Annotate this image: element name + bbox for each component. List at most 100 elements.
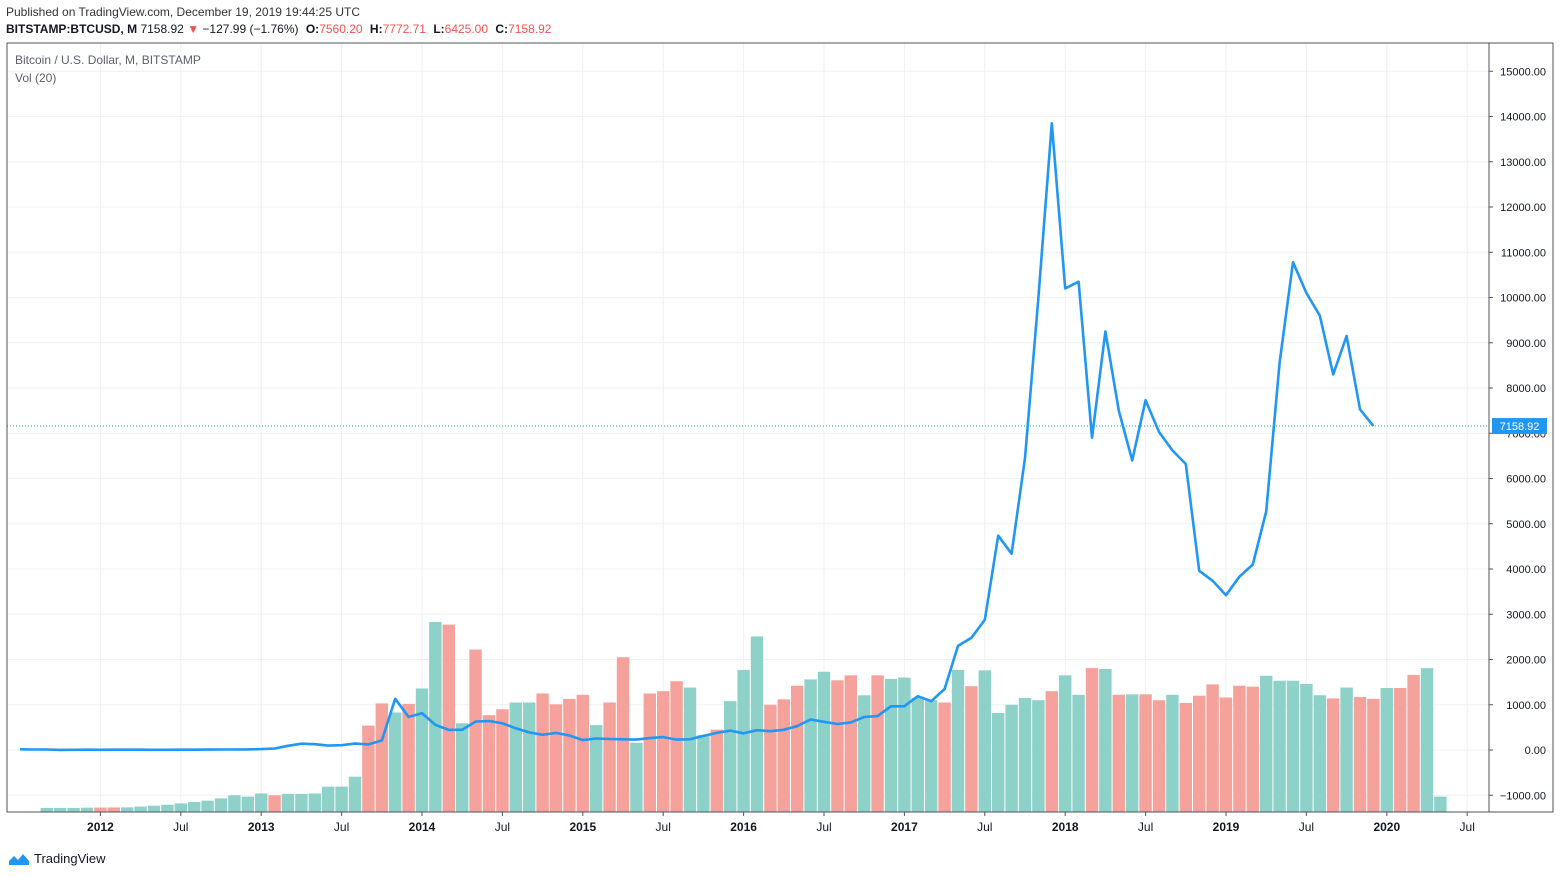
volume-bar bbox=[616, 657, 630, 812]
volume-bar bbox=[965, 686, 978, 812]
volume-bar bbox=[1059, 675, 1072, 812]
volume-bar bbox=[951, 669, 965, 812]
chart-frame bbox=[6, 42, 1554, 813]
low-value: 6425.00 bbox=[444, 22, 489, 36]
volume-bar bbox=[335, 786, 348, 812]
ohlc-bar: BITSTAMP:BTCUSD, M 7158.92 ▼ −127.99 (−1… bbox=[6, 22, 551, 36]
volume-bar bbox=[1032, 700, 1045, 812]
volume-bar bbox=[295, 793, 308, 812]
volume-bar bbox=[1018, 697, 1032, 812]
volume-bar bbox=[322, 786, 335, 812]
volume-bar bbox=[54, 807, 67, 812]
volume-bar bbox=[268, 795, 281, 812]
volume-bar bbox=[1300, 683, 1313, 812]
volume-bar bbox=[496, 709, 509, 812]
volume-bar bbox=[94, 807, 107, 812]
volume-bar bbox=[683, 687, 697, 812]
volume-bar bbox=[469, 649, 482, 812]
volume-bar bbox=[134, 806, 147, 812]
close-value: 7158.92 bbox=[508, 22, 552, 36]
volume-bar bbox=[871, 675, 884, 812]
volume-bar bbox=[1139, 694, 1152, 812]
volume-bar bbox=[201, 800, 214, 812]
volume-bar bbox=[1233, 685, 1246, 812]
volume-bar bbox=[161, 804, 174, 812]
volume-bar bbox=[1394, 688, 1407, 812]
price-tick-label: 14000.00 bbox=[1500, 112, 1546, 124]
volume-bar bbox=[1434, 796, 1447, 812]
volume-bar bbox=[1206, 684, 1219, 812]
volume-bar bbox=[482, 715, 496, 812]
last-price-tag-label: 7158.92 bbox=[1500, 421, 1540, 433]
price-tick-label: 2000.00 bbox=[1506, 655, 1546, 667]
volume-bar bbox=[804, 679, 817, 812]
time-tick-label: 2018 bbox=[1052, 820, 1079, 834]
volume-bar bbox=[992, 712, 1005, 812]
volume-bar bbox=[442, 624, 455, 812]
volume-bar bbox=[1286, 680, 1300, 812]
price-tick-label: 15000.00 bbox=[1500, 66, 1546, 78]
tradingview-brand: TradingView bbox=[34, 851, 106, 866]
tradingview-logo[interactable]: TradingView bbox=[8, 851, 106, 866]
volume-bar bbox=[1407, 674, 1420, 812]
change-value: −127.99 (−1.76%) bbox=[202, 22, 299, 36]
volume-bar bbox=[750, 636, 764, 812]
volume-bar bbox=[911, 697, 924, 812]
volume-bar bbox=[509, 702, 522, 812]
volume-bar bbox=[1005, 704, 1018, 812]
volume-bar bbox=[590, 725, 603, 812]
time-tick-label: 2016 bbox=[730, 820, 757, 834]
symbol-label[interactable]: BITSTAMP:BTCUSD, M bbox=[6, 22, 138, 36]
volume-bar bbox=[147, 805, 161, 812]
volume-bar bbox=[228, 795, 241, 812]
volume-bar bbox=[549, 704, 563, 812]
volume-bar bbox=[188, 802, 201, 812]
price-tick-label: 9000.00 bbox=[1506, 338, 1546, 350]
price-tick-label: 10000.00 bbox=[1500, 293, 1546, 305]
volume-bar bbox=[697, 735, 710, 812]
time-tick-label: Jul bbox=[656, 820, 671, 834]
volume-bar bbox=[925, 700, 938, 812]
volume-bar bbox=[844, 675, 857, 812]
down-arrow-icon: ▼ bbox=[187, 22, 200, 36]
price-tick-label: 4000.00 bbox=[1506, 564, 1546, 576]
volume-legend: Vol (20) bbox=[15, 71, 57, 85]
volume-bar bbox=[348, 776, 362, 812]
price-tick-label: 8000.00 bbox=[1506, 383, 1546, 395]
volume-bar bbox=[362, 725, 375, 812]
volume-bar bbox=[1273, 680, 1286, 812]
price-tick-label: 13000.00 bbox=[1500, 157, 1546, 169]
volume-bar bbox=[214, 798, 228, 812]
time-tick-label: 2013 bbox=[248, 820, 275, 834]
time-axis: 2012 Jul 2013 Jul 2014 Jul 2015 Jul 2016 Jul 2017 J… bbox=[87, 812, 1475, 834]
volume-bar bbox=[1112, 694, 1125, 812]
volume-bar bbox=[764, 704, 777, 812]
time-tick-label: Jul bbox=[495, 820, 510, 834]
volume-bar bbox=[402, 703, 415, 812]
open-value: 7560.20 bbox=[319, 22, 363, 36]
volume-bar bbox=[415, 688, 429, 812]
close-label: C: bbox=[495, 22, 509, 36]
time-tick-label: 2014 bbox=[409, 820, 436, 834]
volume-bar bbox=[1246, 686, 1259, 812]
chart-title: Bitcoin / U.S. Dollar, M, BITSTAMP bbox=[15, 53, 201, 67]
time-tick-label: Jul bbox=[1299, 820, 1314, 834]
volume-bar bbox=[308, 793, 321, 812]
time-tick-label: 2015 bbox=[569, 820, 596, 834]
volume-bar bbox=[121, 807, 134, 812]
last-price-tag-box bbox=[1492, 418, 1547, 435]
volume-bars bbox=[40, 621, 1447, 812]
volume-bar bbox=[1166, 694, 1179, 812]
volume-bar bbox=[523, 702, 536, 812]
price-tick-label: −1000.00 bbox=[1500, 790, 1546, 802]
volume-bar bbox=[1340, 687, 1353, 812]
volume-bar bbox=[1085, 668, 1099, 812]
time-tick-label: Jul bbox=[173, 820, 188, 834]
volume-bar bbox=[884, 678, 898, 812]
volume-bar bbox=[1260, 675, 1273, 812]
volume-bar bbox=[1193, 695, 1206, 812]
price-tick-label: 11000.00 bbox=[1501, 247, 1546, 259]
volume-bar bbox=[241, 796, 254, 812]
time-tick-label: Jul bbox=[977, 820, 992, 834]
